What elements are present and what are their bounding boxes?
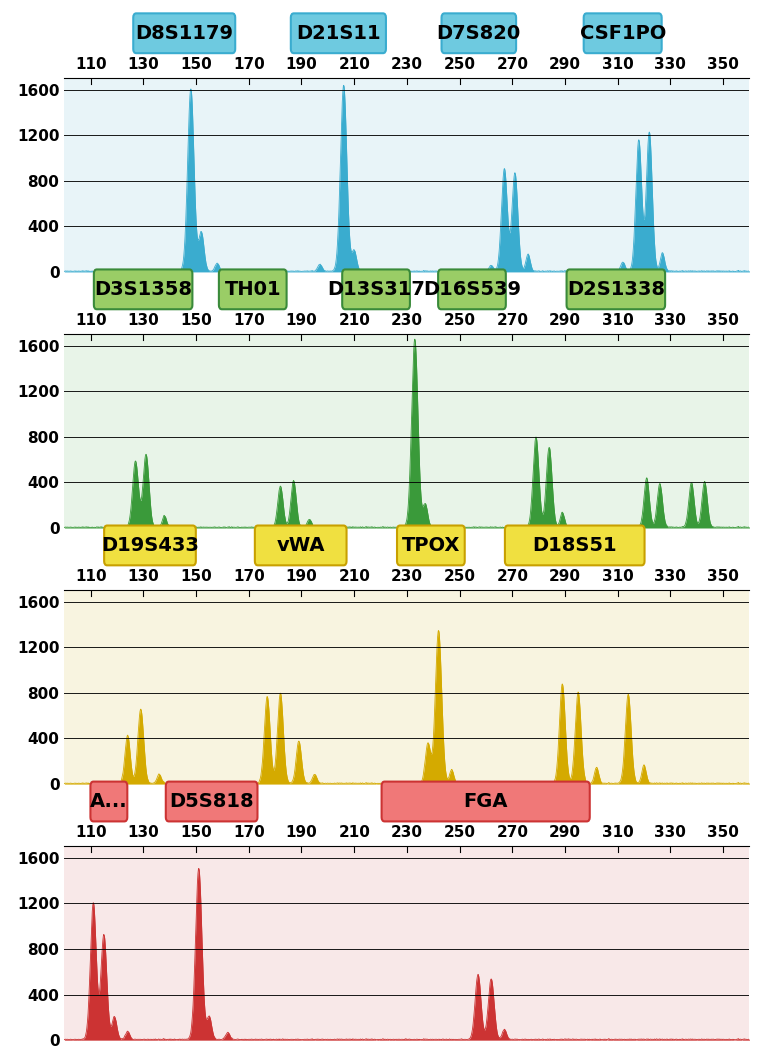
Text: A...: A...	[90, 792, 128, 811]
Text: 350: 350	[707, 313, 739, 328]
Text: 270: 270	[497, 57, 528, 72]
Text: 210: 210	[338, 569, 370, 584]
Text: 170: 170	[233, 313, 265, 328]
Text: vWA: vWA	[276, 536, 325, 554]
Text: 330: 330	[655, 569, 687, 584]
Text: 250: 250	[444, 57, 475, 72]
Text: 350: 350	[707, 57, 739, 72]
Text: 210: 210	[338, 57, 370, 72]
Text: 190: 190	[285, 825, 317, 841]
Text: 310: 310	[602, 569, 634, 584]
Text: 230: 230	[391, 313, 423, 328]
Text: 170: 170	[233, 569, 265, 584]
Text: 130: 130	[127, 313, 159, 328]
Text: 230: 230	[391, 57, 423, 72]
Text: 110: 110	[75, 313, 107, 328]
Text: D21S11: D21S11	[296, 24, 381, 42]
Text: D13S317: D13S317	[327, 280, 425, 299]
Text: 350: 350	[707, 569, 739, 584]
Text: 330: 330	[655, 825, 687, 841]
Text: 250: 250	[444, 313, 475, 328]
Text: 190: 190	[285, 313, 317, 328]
Text: 210: 210	[338, 313, 370, 328]
Text: 190: 190	[285, 569, 317, 584]
Text: 150: 150	[180, 825, 212, 841]
Text: 150: 150	[180, 569, 212, 584]
Text: 150: 150	[180, 313, 212, 328]
Text: 250: 250	[444, 825, 475, 841]
Text: TPOX: TPOX	[402, 536, 460, 554]
Text: 210: 210	[338, 825, 370, 841]
Text: 110: 110	[75, 57, 107, 72]
Text: 270: 270	[497, 825, 528, 841]
Text: D7S820: D7S820	[437, 24, 521, 42]
Text: 290: 290	[549, 825, 581, 841]
Text: 290: 290	[549, 313, 581, 328]
Text: D3S1358: D3S1358	[94, 280, 192, 299]
Text: 330: 330	[655, 57, 687, 72]
Text: 110: 110	[75, 569, 107, 584]
Text: 310: 310	[602, 57, 634, 72]
Text: D5S818: D5S818	[170, 792, 254, 811]
Text: 170: 170	[233, 57, 265, 72]
Text: 170: 170	[233, 825, 265, 841]
Text: 270: 270	[497, 313, 528, 328]
Text: 230: 230	[391, 825, 423, 841]
Text: 330: 330	[655, 313, 687, 328]
Text: 310: 310	[602, 825, 634, 841]
Text: 190: 190	[285, 57, 317, 72]
Text: CSF1PO: CSF1PO	[580, 24, 666, 42]
Text: 290: 290	[549, 569, 581, 584]
Text: FGA: FGA	[463, 792, 508, 811]
Text: D16S539: D16S539	[423, 280, 521, 299]
Text: 230: 230	[391, 569, 423, 584]
Text: 130: 130	[127, 569, 159, 584]
Text: 310: 310	[602, 313, 634, 328]
Text: D19S433: D19S433	[101, 536, 199, 554]
Text: D18S51: D18S51	[532, 536, 617, 554]
Text: 150: 150	[180, 57, 212, 72]
Text: 350: 350	[707, 825, 739, 841]
Text: 110: 110	[75, 825, 107, 841]
Text: TH01: TH01	[224, 280, 281, 299]
Text: 290: 290	[549, 57, 581, 72]
Text: 270: 270	[497, 569, 528, 584]
Text: 130: 130	[127, 57, 159, 72]
Text: D2S1338: D2S1338	[567, 280, 665, 299]
Text: 130: 130	[127, 825, 159, 841]
Text: D8S1179: D8S1179	[136, 24, 233, 42]
Text: 250: 250	[444, 569, 475, 584]
